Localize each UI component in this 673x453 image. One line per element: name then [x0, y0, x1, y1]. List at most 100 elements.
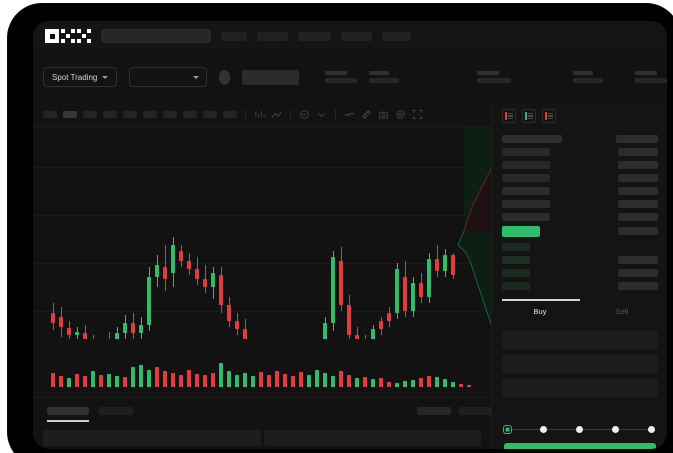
tab-sell[interactable]: Sell	[615, 307, 629, 316]
order-form	[492, 327, 667, 405]
timeframe-2[interactable]	[63, 111, 77, 118]
nav-item-3[interactable]	[298, 31, 331, 41]
settings-icon[interactable]	[395, 109, 406, 120]
stepper-dot-50[interactable]	[576, 426, 583, 433]
action-hide-other-pairs[interactable]	[417, 407, 451, 415]
order-amount-field[interactable]	[502, 355, 658, 373]
trendline-icon[interactable]	[271, 109, 282, 120]
amount-percent-stepper[interactable]	[504, 425, 656, 435]
orderbook-bid-row[interactable]	[502, 243, 530, 251]
orderbook-ask-row[interactable]	[502, 161, 550, 169]
volume-bar	[323, 373, 327, 387]
volume-bar	[371, 379, 375, 387]
timeframe-6[interactable]	[143, 111, 157, 118]
volume-bar	[379, 378, 383, 387]
timeframe-4[interactable]	[103, 111, 117, 118]
timeframe-10[interactable]	[223, 111, 237, 118]
trading-mode-selector[interactable]: Spot Trading	[43, 67, 118, 87]
volume-bar	[107, 374, 111, 387]
volume-bar	[139, 365, 143, 387]
chart-gridline	[33, 311, 491, 312]
orderbook-ask-row[interactable]	[502, 174, 550, 182]
orderbook-ask-row[interactable]	[502, 187, 550, 195]
timeframe-8[interactable]	[183, 111, 197, 118]
last-price-value	[242, 69, 299, 85]
orderbook-bid-row[interactable]	[502, 282, 530, 290]
orderbook-ask-amount	[618, 200, 658, 208]
volume-bar	[115, 376, 119, 387]
orderbook-ask-row[interactable]	[502, 200, 550, 208]
search-input[interactable]	[101, 29, 211, 43]
timeframe-3[interactable]	[83, 111, 97, 118]
okx-logo[interactable]	[45, 29, 91, 43]
place-order-button[interactable]	[504, 443, 656, 449]
volume-bar	[291, 376, 295, 387]
line-chart-icon[interactable]	[344, 109, 355, 120]
stepper-dot-0[interactable]	[504, 426, 511, 433]
volume-bar	[299, 372, 303, 387]
volume-bar	[227, 371, 231, 387]
volume-bar	[347, 375, 351, 387]
order-total-field[interactable]	[502, 379, 658, 397]
timeframe-5[interactable]	[123, 111, 137, 118]
orders-column-left	[43, 430, 261, 446]
volume-bar	[171, 373, 175, 387]
orderbook-view-toggles	[492, 103, 667, 123]
order-price-field[interactable]	[502, 331, 658, 349]
ruler-icon[interactable]	[361, 109, 372, 120]
action-cancel-all[interactable]	[459, 407, 493, 415]
candlestick-icon[interactable]	[254, 109, 265, 120]
stepper-dot-75[interactable]	[612, 426, 619, 433]
orderbook-bid-row[interactable]	[502, 269, 530, 277]
nav-item-2[interactable]	[257, 31, 288, 41]
orderbook-both-icon[interactable]	[502, 109, 516, 123]
volume-bar	[251, 376, 255, 387]
orderbook-list[interactable]	[492, 131, 667, 327]
toolbar-divider	[290, 109, 291, 120]
orderbook-bid-row[interactable]	[502, 256, 530, 264]
trading-pair-select[interactable]	[129, 67, 207, 87]
price-chart[interactable]	[33, 127, 491, 379]
orderbook-ask-row[interactable]	[502, 213, 550, 221]
tablet-screen: Spot Trading	[33, 21, 667, 449]
volume-bar	[451, 382, 455, 387]
stepper-dot-100[interactable]	[648, 426, 655, 433]
orderbook-bid-amount	[618, 269, 658, 277]
buy-sell-tabs: Buy Sell	[492, 299, 667, 327]
volume-bar	[339, 371, 343, 387]
nav-item-5[interactable]	[382, 31, 411, 41]
orderbook-ask-row[interactable]	[502, 148, 550, 156]
stepper-dot-25[interactable]	[540, 426, 547, 433]
volume-chart	[33, 339, 491, 397]
volume-bar	[235, 375, 239, 387]
timeframe-9[interactable]	[203, 111, 217, 118]
volume-bar	[203, 375, 207, 387]
volume-bar	[219, 363, 223, 387]
stat-24h-low	[477, 71, 511, 83]
volume-bar	[459, 384, 463, 387]
volume-bar	[163, 371, 167, 387]
orderbook-bids-icon[interactable]	[522, 109, 536, 123]
okx-logo-k	[61, 29, 75, 43]
orderbook-bid-amount	[618, 256, 658, 264]
chevron-down-icon[interactable]	[316, 109, 327, 120]
timeframe-1[interactable]	[43, 111, 57, 118]
nav-item-4[interactable]	[341, 31, 372, 41]
tablet-device-frame: Spot Trading	[8, 4, 673, 453]
indicator-icon[interactable]	[299, 109, 310, 120]
volume-bar	[179, 375, 183, 387]
camera-icon[interactable]	[378, 109, 389, 120]
fullscreen-icon[interactable]	[412, 109, 423, 120]
coin-avatar	[218, 69, 231, 85]
stat-24h-turnover	[635, 71, 667, 83]
timeframe-7[interactable]	[163, 111, 177, 118]
tab-buy[interactable]: Buy	[533, 307, 547, 316]
orderbook-asks-icon[interactable]	[542, 109, 556, 123]
tab-open-orders[interactable]	[47, 407, 89, 415]
tab-order-history[interactable]	[99, 407, 133, 415]
chart-gridline	[33, 263, 491, 264]
nav-item-1[interactable]	[221, 31, 247, 41]
orderbook-ask-row[interactable]	[502, 135, 562, 143]
chart-gridline	[33, 215, 491, 216]
